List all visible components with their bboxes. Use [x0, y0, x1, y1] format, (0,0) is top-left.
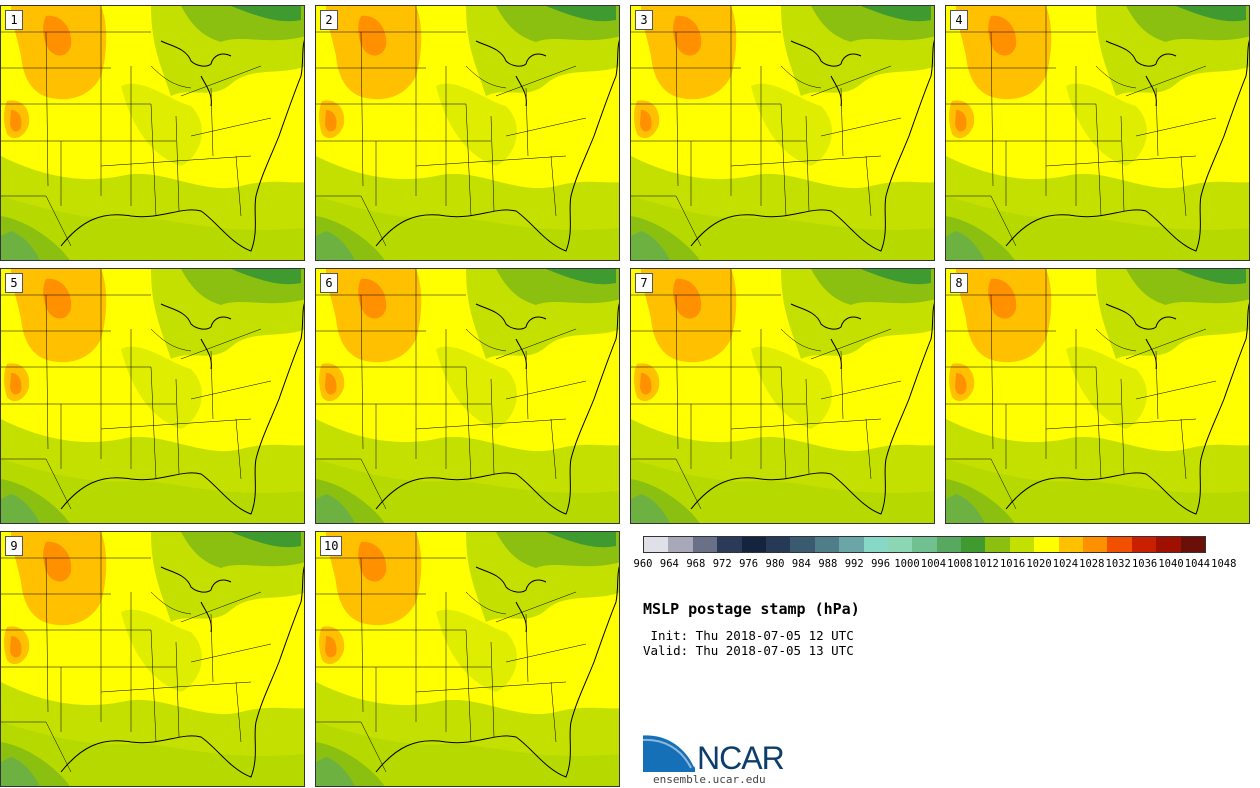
- pressure-colorbar: [643, 536, 1206, 553]
- colorbar-swatch: [863, 537, 888, 552]
- colorbar-tick-label: 960: [633, 558, 653, 570]
- member-number-label: 3: [635, 10, 653, 30]
- map-canvas: [1, 532, 304, 786]
- colorbar-tick-label: 1040: [1158, 558, 1184, 570]
- map-canvas: [946, 269, 1249, 523]
- ensemble-member-panel-6[interactable]: 6: [315, 268, 620, 524]
- map-canvas: [1, 6, 304, 260]
- colorbar-tick-label: 992: [844, 558, 864, 570]
- map-canvas: [316, 269, 619, 523]
- ensemble-member-panel-5[interactable]: 5: [0, 268, 305, 524]
- colorbar-tick-label: 968: [686, 558, 706, 570]
- valid-time: Valid: Thu 2018-07-05 13 UTC: [643, 643, 854, 658]
- colorbar-swatch: [717, 537, 742, 552]
- ensemble-member-panel-3[interactable]: 3: [630, 5, 935, 261]
- map-canvas: [631, 269, 934, 523]
- ensemble-member-panel-9[interactable]: 9: [0, 531, 305, 787]
- colorbar-swatch: [644, 537, 669, 552]
- init-time: Init: Thu 2018-07-05 12 UTC: [643, 628, 854, 643]
- colorbar-tick-label: 988: [818, 558, 838, 570]
- colorbar-swatch: [1034, 537, 1059, 552]
- colorbar-swatch: [1107, 537, 1132, 552]
- map-canvas: [316, 6, 619, 260]
- colorbar-tick-label: 980: [765, 558, 785, 570]
- colorbar-swatch: [839, 537, 864, 552]
- colorbar-swatch: [912, 537, 937, 552]
- member-number-label: 5: [5, 273, 23, 293]
- colorbar-tick-labels: 960 964 968 972 976 980 984 988 992 996 1000 1004 10…: [632, 558, 1252, 572]
- member-number-label: 9: [5, 536, 23, 556]
- colorbar-swatch: [1058, 537, 1084, 552]
- colorbar-swatch: [1180, 537, 1205, 552]
- map-canvas: [631, 6, 934, 260]
- ensemble-member-panel-10[interactable]: 10: [315, 531, 620, 787]
- member-number-label: 10: [320, 536, 343, 556]
- ensemble-member-panel-1[interactable]: 1: [0, 5, 305, 261]
- colorbar-tick-label: 996: [871, 558, 891, 570]
- ensemble-member-panel-7[interactable]: 7: [630, 268, 935, 524]
- ncar-logo-icon: [643, 732, 697, 772]
- colorbar-tick-label: 1028: [1079, 558, 1105, 570]
- colorbar-tick-label: 1012: [973, 558, 999, 570]
- member-number-label: 7: [635, 273, 653, 293]
- colorbar-swatch: [985, 537, 1010, 552]
- colorbar-tick-label: 1020: [1026, 558, 1052, 570]
- colorbar-tick-label: 1024: [1052, 558, 1079, 570]
- colorbar-swatch: [1009, 537, 1035, 552]
- colorbar-swatch: [741, 537, 766, 552]
- colorbar-tick-label: 1044: [1184, 558, 1211, 570]
- colorbar-swatch: [961, 537, 986, 552]
- colorbar-swatch: [765, 537, 791, 552]
- colorbar-tick-label: 1016: [999, 558, 1026, 570]
- colorbar-swatch: [1156, 537, 1181, 552]
- member-number-label: 8: [950, 273, 968, 293]
- ensemble-member-panel-4[interactable]: 4: [945, 5, 1250, 261]
- colorbar-tick-label: 1048: [1211, 558, 1237, 570]
- colorbar-tick-label: 972: [712, 558, 732, 570]
- member-number-label: 1: [5, 10, 23, 30]
- colorbar-tick-label: 1004: [920, 558, 947, 570]
- ensemble-member-panel-8[interactable]: 8: [945, 268, 1250, 524]
- member-number-label: 2: [320, 10, 338, 30]
- colorbar-swatch: [1083, 537, 1108, 552]
- ensemble-url: ensemble.ucar.edu: [653, 773, 766, 786]
- colorbar-tick-label: 1000: [894, 558, 920, 570]
- colorbar-swatch: [790, 537, 815, 552]
- member-number-label: 6: [320, 273, 338, 293]
- colorbar-tick-label: 1036: [1131, 558, 1158, 570]
- colorbar-swatch: [814, 537, 840, 552]
- colorbar-tick-label: 964: [659, 558, 679, 570]
- plot-title: MSLP postage stamp (hPa): [643, 600, 860, 618]
- map-canvas: [316, 532, 619, 786]
- colorbar-swatch: [936, 537, 962, 552]
- colorbar-tick-label: 1032: [1105, 558, 1131, 570]
- colorbar-swatch: [692, 537, 718, 552]
- ncar-logo-text: NCAR: [697, 740, 785, 776]
- colorbar-tick-label: 984: [791, 558, 811, 570]
- map-canvas: [1, 269, 304, 523]
- colorbar-swatch: [887, 537, 913, 552]
- colorbar-tick-label: 976: [739, 558, 759, 570]
- ensemble-member-panel-2[interactable]: 2: [315, 5, 620, 261]
- colorbar-swatch: [1131, 537, 1157, 552]
- colorbar-swatch: [668, 537, 693, 552]
- member-number-label: 4: [950, 10, 968, 30]
- map-canvas: [946, 6, 1249, 260]
- colorbar-tick-label: 1008: [947, 558, 973, 570]
